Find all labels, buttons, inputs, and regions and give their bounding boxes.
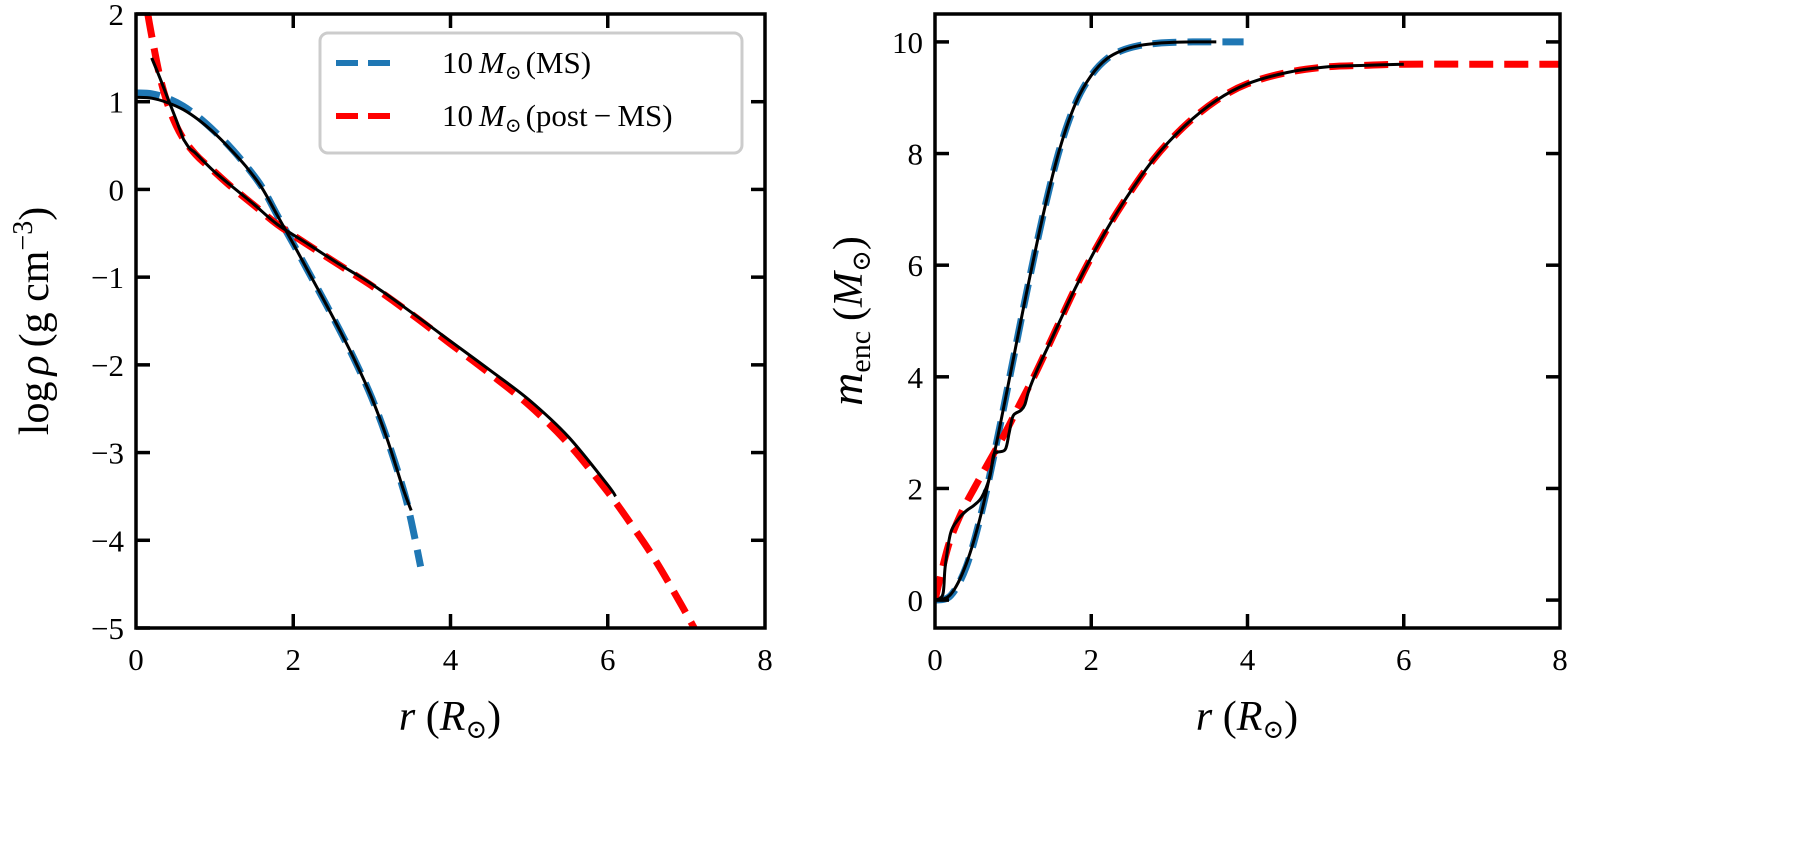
left-curves bbox=[136, 14, 698, 628]
right-y-tick-label: 10 bbox=[892, 25, 923, 60]
left-y-tick-label: −2 bbox=[91, 348, 124, 383]
left-series-simulated-post-ms bbox=[150, 57, 617, 498]
left-series-simulated-ms bbox=[136, 95, 413, 512]
left-y-tick-label: −3 bbox=[91, 436, 124, 471]
left-x-tick-label: 8 bbox=[757, 642, 773, 677]
left-y-tick-label: 2 bbox=[109, 0, 125, 32]
right-x-tick-label: 2 bbox=[1084, 642, 1100, 677]
left-ticks: 0 2 4 6 8 −5 −4 −3 −2 −1 0 1 2 bbox=[91, 0, 773, 677]
left-y-axis-label: logρ(g cm−3) bbox=[8, 207, 58, 435]
left-x-tick-label: 0 bbox=[128, 642, 144, 677]
legend: 10 M⊙ (MS) 10 M⊙ (post − MS) bbox=[318, 31, 744, 155]
left-y-tick-label: −1 bbox=[91, 260, 124, 295]
left-y-tick-label: −4 bbox=[91, 523, 124, 558]
right-curves bbox=[935, 38, 1560, 604]
legend-label-post-ms: 10 M⊙ (post − MS) bbox=[442, 98, 673, 137]
right-x-tick-label: 8 bbox=[1552, 642, 1568, 677]
right-x-tick-label: 4 bbox=[1240, 642, 1256, 677]
right-y-axis-label: menc(M⊙) bbox=[821, 236, 877, 406]
right-y-tick-label: 6 bbox=[908, 248, 924, 283]
right-ticks: 0 2 4 6 8 0 2 4 6 8 10 bbox=[892, 14, 1568, 677]
right-x-tick-label: 6 bbox=[1396, 642, 1412, 677]
left-series-model-ms bbox=[136, 89, 425, 568]
right-x-axis-label: r (R⊙) bbox=[1196, 694, 1298, 744]
left-x-axis-label: r (R⊙) bbox=[399, 694, 501, 744]
left-x-tick-label: 2 bbox=[286, 642, 302, 677]
right-y-tick-label: 4 bbox=[908, 360, 924, 395]
right-y-tick-label: 8 bbox=[908, 137, 924, 172]
left-x-tick-label: 6 bbox=[600, 642, 616, 677]
left-y-tick-label: −5 bbox=[91, 611, 124, 646]
right-panel-enclosed-mass: 0 2 4 6 8 0 2 4 6 8 10 r (R⊙) menc(M⊙) bbox=[821, 12, 1568, 744]
left-x-tick-label: 4 bbox=[443, 642, 459, 677]
right-y-tick-label: 0 bbox=[908, 583, 924, 618]
left-panel-density: 0 2 4 6 8 −5 −4 −3 −2 −1 0 1 2 10 M⊙ (MS) 10 M⊙ (post − … bbox=[8, 0, 773, 744]
right-series-simulated-ms bbox=[935, 40, 1217, 602]
left-y-tick-label: 1 bbox=[109, 85, 125, 120]
right-series-model-post-ms bbox=[935, 60, 1560, 601]
left-y-tick-label: 0 bbox=[109, 172, 125, 207]
legend-label-ms: 10 M⊙ (MS) bbox=[442, 45, 591, 84]
right-x-tick-label: 0 bbox=[927, 642, 943, 677]
right-y-tick-label: 2 bbox=[908, 471, 924, 506]
right-series-simulated-post-ms bbox=[935, 62, 1404, 602]
legend-box bbox=[318, 31, 744, 155]
right-plot-frame bbox=[933, 12, 1562, 630]
